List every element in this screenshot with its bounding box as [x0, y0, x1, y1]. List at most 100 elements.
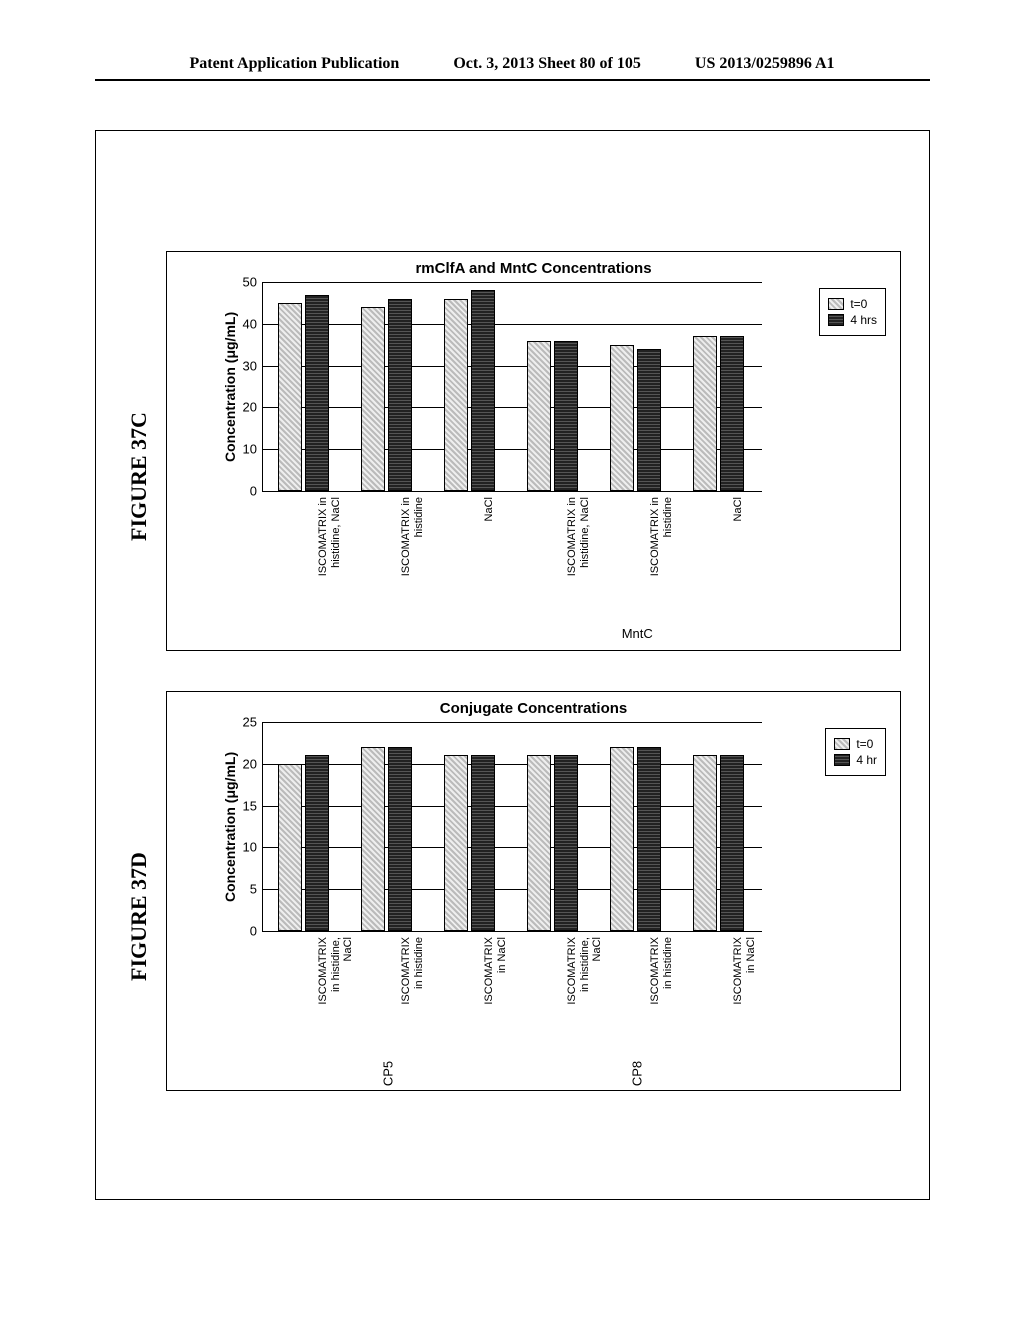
- bar: [637, 349, 661, 491]
- bar: [527, 341, 551, 491]
- bar: [693, 755, 717, 931]
- grid-line: [263, 722, 762, 723]
- bar-group: [444, 755, 495, 931]
- x-tick-label: ISCOMATRIXin histidine: [649, 937, 674, 1067]
- chart-37d: Conjugate Concentrations Concentration (…: [166, 691, 901, 1091]
- bar-group: [527, 755, 578, 931]
- chart-37d-ylabel: Concentration (μg/mL): [222, 752, 238, 902]
- y-tick-label: 15: [243, 798, 257, 813]
- bar: [471, 290, 495, 491]
- legend-swatch: [828, 298, 844, 310]
- plot-area-37d: 0510152025ISCOMATRIXin histidine,NaClISC…: [262, 722, 762, 932]
- figure-sheet: FIGURE 37C rmClfA and MntC Concentration…: [95, 130, 930, 1200]
- bar: [720, 336, 744, 491]
- bar: [278, 303, 302, 491]
- bar: [720, 755, 744, 931]
- bar: [444, 755, 468, 931]
- grid-line: [263, 889, 762, 890]
- x-group-label: CP8: [630, 1061, 645, 1086]
- x-tick-label: ISCOMATRIXin NaCl: [483, 937, 508, 1067]
- figure-37d-label: FIGURE 37D: [126, 852, 152, 981]
- y-tick-label: 0: [250, 924, 257, 939]
- x-group-label: MntC: [622, 626, 653, 641]
- bar: [444, 299, 468, 491]
- bar: [471, 755, 495, 931]
- y-tick-label: 0: [250, 484, 257, 499]
- x-tick-label: ISCOMATRIX inhistidine: [400, 497, 425, 627]
- figure-37c-label: FIGURE 37C: [126, 412, 152, 541]
- bar: [610, 345, 634, 491]
- grid-line: [263, 366, 762, 367]
- legend-row: t=0: [828, 297, 877, 311]
- bar: [305, 295, 329, 491]
- x-tick-label: ISCOMATRIX inhistidine, NaCl: [566, 497, 591, 627]
- bar: [637, 747, 661, 931]
- x-tick-label: ISCOMATRIX inhistidine: [649, 497, 674, 627]
- legend-row: t=0: [834, 737, 877, 751]
- legend-row: 4 hr: [834, 753, 877, 767]
- chart-37c: rmClfA and MntC Concentrations Concentra…: [166, 251, 901, 651]
- bar-group: [278, 295, 329, 491]
- figure-37c: FIGURE 37C rmClfA and MntC Concentration…: [116, 251, 911, 651]
- figure-37d: FIGURE 37D Conjugate Concentrations Conc…: [116, 691, 911, 1091]
- grid-line: [263, 324, 762, 325]
- bar-group: [527, 341, 578, 491]
- bar: [693, 336, 717, 491]
- header-center: Oct. 3, 2013 Sheet 80 of 105: [453, 55, 641, 73]
- bar-group: [278, 755, 329, 931]
- bar: [554, 755, 578, 931]
- bar: [527, 755, 551, 931]
- grid-line: [263, 449, 762, 450]
- x-tick-label: ISCOMATRIXin histidine,NaCl: [566, 937, 604, 1067]
- header-left: Patent Application Publication: [190, 55, 400, 73]
- legend-label: t=0: [856, 737, 873, 751]
- x-tick-label: ISCOMATRIXin NaCl: [732, 937, 757, 1067]
- y-tick-label: 20: [243, 756, 257, 771]
- legend-swatch: [834, 738, 850, 750]
- x-group-label: CP5: [380, 1061, 395, 1086]
- y-tick-label: 30: [243, 358, 257, 373]
- y-tick-label: 20: [243, 400, 257, 415]
- y-tick-label: 10: [243, 442, 257, 457]
- grid-line: [263, 407, 762, 408]
- bar-group: [444, 290, 495, 491]
- bar: [361, 747, 385, 931]
- x-tick-label: NaCl: [483, 497, 496, 627]
- legend-label: t=0: [850, 297, 867, 311]
- x-tick-label: ISCOMATRIX inhistidine, NaCl: [317, 497, 342, 627]
- bar: [388, 747, 412, 931]
- y-tick-label: 50: [243, 275, 257, 290]
- y-tick-label: 5: [250, 882, 257, 897]
- x-tick-label: ISCOMATRIXin histidine,NaCl: [317, 937, 355, 1067]
- bar: [388, 299, 412, 491]
- grid-line: [263, 764, 762, 765]
- legend-label: 4 hr: [856, 753, 877, 767]
- legend-swatch: [834, 754, 850, 766]
- legend-37c: t=0 4 hrs: [819, 288, 886, 336]
- grid-line: [263, 282, 762, 283]
- legend-swatch: [828, 314, 844, 326]
- bar: [278, 764, 302, 931]
- chart-37d-title: Conjugate Concentrations: [167, 692, 900, 717]
- bar: [554, 341, 578, 491]
- y-tick-label: 40: [243, 316, 257, 331]
- bar-group: [361, 747, 412, 931]
- bar-group: [693, 336, 744, 491]
- grid-line: [263, 806, 762, 807]
- bar-group: [361, 299, 412, 491]
- bar-group: [610, 747, 661, 931]
- x-tick-label: NaCl: [732, 497, 745, 627]
- y-tick-label: 25: [243, 715, 257, 730]
- legend-label: 4 hrs: [850, 313, 877, 327]
- legend-37d: t=0 4 hr: [825, 728, 886, 776]
- grid-line: [263, 847, 762, 848]
- bar: [305, 755, 329, 931]
- y-tick-label: 10: [243, 840, 257, 855]
- legend-row: 4 hrs: [828, 313, 877, 327]
- page-header: Patent Application Publication Oct. 3, 2…: [95, 55, 930, 81]
- bar-group: [610, 345, 661, 491]
- chart-37c-title: rmClfA and MntC Concentrations: [167, 252, 900, 277]
- chart-37c-ylabel: Concentration (μg/mL): [222, 312, 238, 462]
- bar: [361, 307, 385, 491]
- x-tick-label: ISCOMATRIXin histidine: [400, 937, 425, 1067]
